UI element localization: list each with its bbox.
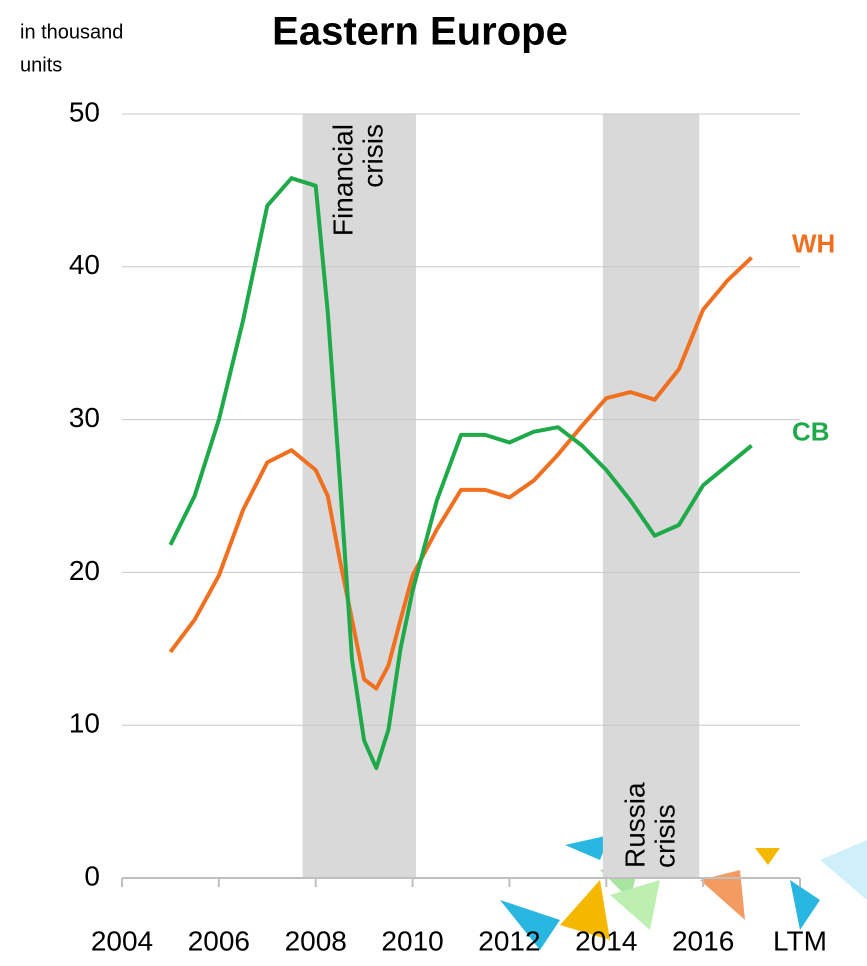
axis-unit: units	[20, 54, 62, 76]
shaded-label: Financial	[328, 124, 359, 236]
series-label: WH	[792, 229, 835, 259]
x-tick-label: 2004	[91, 925, 153, 956]
y-tick-label: 20	[69, 555, 100, 586]
y-tick-label: 0	[84, 860, 100, 891]
shaded-label: Russia	[619, 782, 650, 868]
x-tick-label: 2016	[672, 925, 734, 956]
axis-unit: in thousand	[20, 21, 123, 43]
chart-title: Eastern Europe	[272, 10, 568, 54]
x-tick-label: 2006	[188, 925, 250, 956]
decoration	[500, 835, 867, 950]
x-tick-label: 2008	[285, 925, 347, 956]
x-tick-label: 2012	[478, 925, 540, 956]
x-tick-label: LTM	[773, 925, 827, 956]
y-tick-label: 30	[69, 402, 100, 433]
x-tick-label: 2014	[575, 925, 637, 956]
series-label: CB	[792, 416, 830, 446]
shaded-label: crisis	[358, 124, 389, 188]
shaded-label: crisis	[649, 804, 680, 868]
series-line	[168, 256, 753, 691]
shaded-region	[602, 114, 700, 878]
y-tick-label: 10	[69, 708, 100, 739]
y-tick-label: 40	[69, 249, 100, 280]
series-line	[168, 176, 753, 770]
x-tick-label: 2010	[381, 925, 443, 956]
y-tick-label: 50	[69, 96, 100, 127]
